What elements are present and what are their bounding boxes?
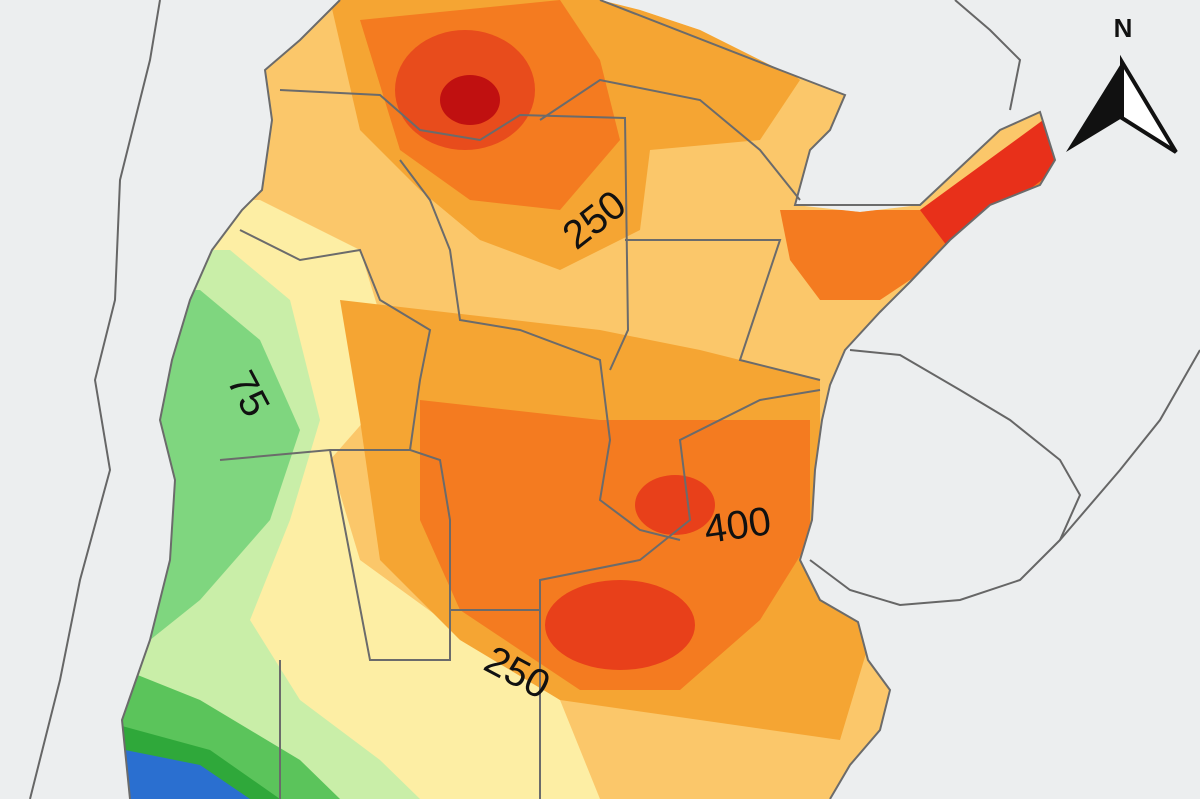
zone (545, 580, 695, 670)
border-line (450, 389, 821, 611)
zone (420, 400, 810, 690)
border-line (539, 78, 801, 201)
border-line (219, 449, 410, 461)
zone (780, 120, 1050, 300)
border-line (239, 229, 451, 661)
zone (122, 745, 250, 799)
north-arrow: N (1066, 13, 1178, 154)
contour-label: 400 (702, 499, 774, 552)
north-label: N (1114, 13, 1133, 43)
border-line (1059, 349, 1200, 541)
arrow-right (1120, 54, 1178, 154)
border-line (29, 0, 161, 799)
border-line (625, 239, 821, 381)
zone (635, 475, 715, 535)
neighbor-borders (29, 0, 1200, 799)
border-line (120, 0, 341, 799)
border-line (399, 159, 681, 541)
arrow-left (1066, 62, 1122, 152)
border-line (599, 0, 1057, 799)
province-borders (120, 0, 1057, 799)
border-line (279, 89, 630, 371)
zone (920, 115, 1055, 250)
border-line (954, 0, 1022, 111)
border-line (809, 349, 1082, 607)
zone (440, 75, 500, 125)
